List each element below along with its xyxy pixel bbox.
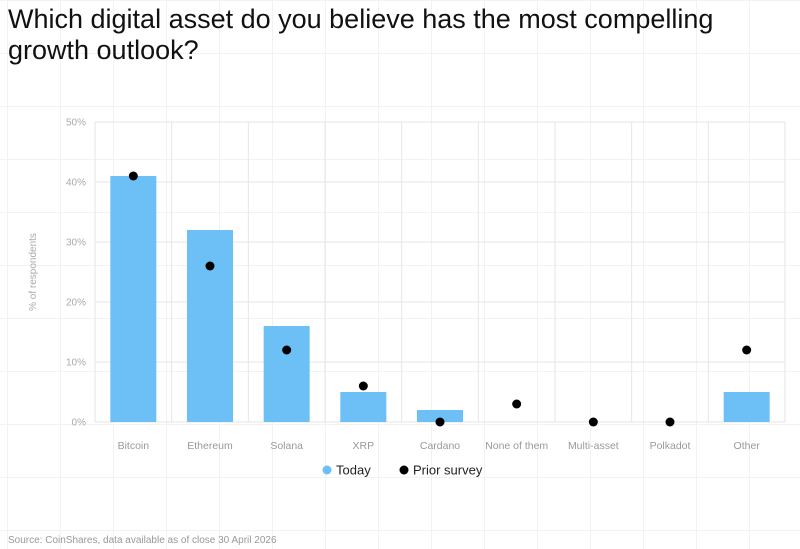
legend: Today Prior survey	[322, 463, 483, 478]
x-tick-label: Polkadot	[650, 440, 691, 452]
dot-prior-bitcoin	[128, 171, 138, 181]
y-tick-label: 10%	[66, 358, 86, 369]
dot-prior-cardano	[435, 417, 445, 427]
y-tick-label: 50%	[66, 118, 86, 129]
bar-today-cardano	[417, 410, 463, 422]
chart-title: Which digital asset do you believe has t…	[8, 4, 714, 65]
y-tick-label: 40%	[66, 178, 86, 189]
bar-today-ethereum	[187, 230, 233, 422]
x-tick-label: Ethereum	[187, 440, 233, 452]
x-tick-label: Multi-asset	[568, 440, 619, 452]
bars	[110, 176, 770, 422]
y-axis: 0% 10% 20% 30% 40% 50%	[66, 118, 86, 429]
x-tick-label: Cardano	[420, 440, 460, 452]
bar-today-solana	[263, 326, 310, 422]
x-tick-label: XRP	[353, 440, 375, 452]
y-tick-label: 20%	[66, 298, 86, 309]
legend-prior-marker	[399, 465, 409, 475]
legend-today-label: Today	[336, 463, 371, 478]
x-tick-label: None of them	[485, 440, 548, 452]
bar-today-xrp	[340, 392, 387, 422]
y-axis-label: % of respondents	[28, 233, 39, 311]
source-note: Source: CoinShares, data available as of…	[8, 535, 277, 546]
dot-prior-solana	[282, 345, 292, 355]
dot-prior-ethereum	[205, 261, 215, 271]
dot-prior-multi-asset	[588, 417, 598, 427]
y-tick-label: 0%	[72, 418, 87, 429]
dot-prior-xrp	[358, 381, 368, 391]
dot-prior-polkadot	[665, 417, 675, 427]
x-tick-label: Bitcoin	[118, 440, 150, 452]
y-tick-label: 30%	[66, 238, 86, 249]
prior-survey-markers	[128, 171, 752, 427]
dot-prior-none-of-them	[512, 399, 522, 409]
legend-prior-label: Prior survey	[413, 463, 483, 478]
legend-today-marker	[322, 465, 332, 475]
x-tick-label: Solana	[270, 440, 303, 452]
bar-today-other	[723, 392, 770, 422]
x-axis: Bitcoin Ethereum Solana XRP Cardano None of t…	[118, 440, 761, 452]
bar-today-bitcoin	[110, 176, 157, 422]
dot-prior-other	[742, 345, 752, 355]
x-tick-label: Other	[734, 440, 761, 452]
